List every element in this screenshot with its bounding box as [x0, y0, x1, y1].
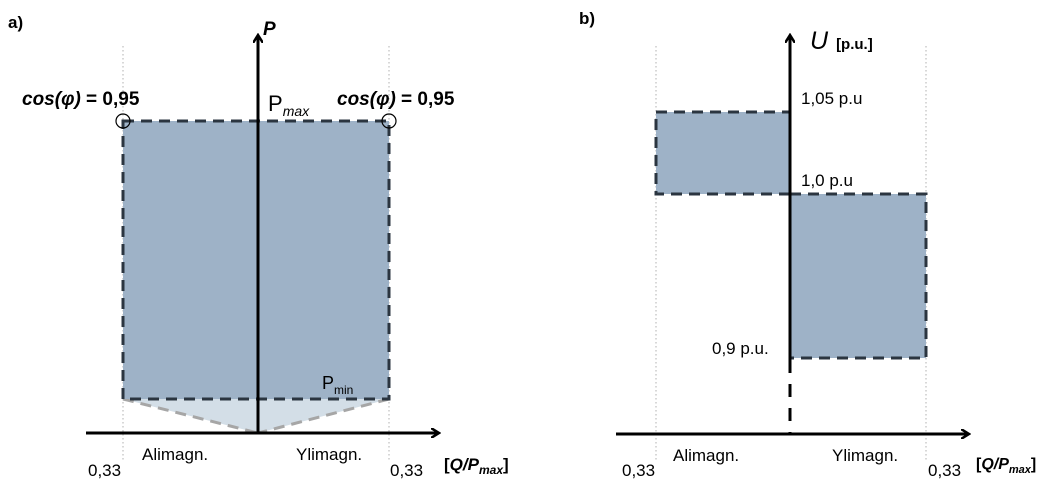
- region-underexcited: [654, 110, 792, 196]
- tick-left-a: 0,33: [88, 461, 121, 479]
- level-09-label: 0,9 p.u.: [712, 339, 769, 358]
- corner-circle-right: [381, 113, 397, 129]
- underexcited-label-a: Alimagn.: [142, 445, 208, 464]
- level-10-label: 1,0 p.u: [801, 171, 853, 190]
- underexcited-label-b: Alimagn.: [673, 446, 739, 465]
- cos-phi-right-label: cos(φ) = 0,95: [337, 89, 455, 110]
- slope-right-dash: [257, 397, 390, 435]
- x-axis-label-b: [Q/Pmax]: [976, 456, 1036, 476]
- corner-circle-left: [115, 113, 131, 129]
- overexcited-label-a: Ylimagn.: [296, 445, 362, 464]
- p-axis-label: P: [263, 19, 276, 40]
- tick-right-a: 0,33: [390, 461, 423, 479]
- pmax-label: Pmax: [268, 91, 310, 119]
- x-axis-label-a: [Q/Pmax]: [444, 455, 509, 477]
- slope-left-dash: [122, 397, 259, 435]
- region-below-pmin: [123, 399, 389, 433]
- panel-b: b) U [p.u.] 1,05 p.u 1,0 p.u 0,9 p.u. Ali…: [579, 9, 1036, 479]
- panel-a-tag: a): [8, 13, 23, 32]
- pmin-label: Pmin: [322, 373, 353, 397]
- overexcited-label-b: Ylimagn.: [832, 446, 898, 465]
- tick-right-b: 0,33: [928, 461, 961, 479]
- u-axis-label: U [p.u.]: [810, 27, 873, 55]
- operating-region-a: [121, 119, 391, 401]
- panel-b-tag: b): [579, 9, 595, 28]
- region-overexcited: [788, 192, 928, 360]
- level-105-label: 1,05 p.u: [801, 89, 862, 108]
- tick-left-b: 0,33: [622, 461, 655, 479]
- panel-a: a) P Pmax Pmin cos(φ) = 0,95 cos(φ) = 0,…: [8, 13, 509, 479]
- cos-phi-left-label: cos(φ) = 0,95: [22, 89, 140, 110]
